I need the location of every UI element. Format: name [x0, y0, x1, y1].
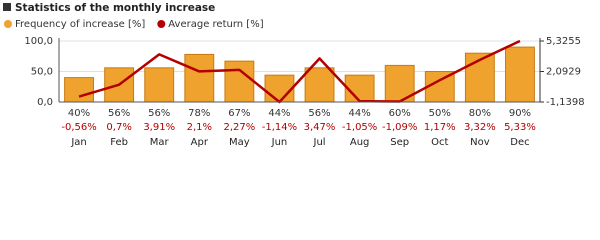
legend-marker — [4, 20, 12, 28]
line-value-label: 5,33% — [504, 122, 536, 133]
line-value-label: -1,05% — [342, 122, 377, 133]
x-tick-label: Jun — [271, 137, 288, 148]
line-value-label: 2,1% — [187, 122, 212, 133]
y2-tick-label: -1,1398 — [546, 97, 585, 108]
y2-tick-label: 5,3255 — [546, 36, 581, 47]
y-tick-label: 0,0 — [37, 97, 53, 108]
bar — [64, 77, 94, 103]
legend-label: Frequency of increase [%] — [15, 19, 145, 30]
chart: Statistics of the monthly increase Frequ… — [3, 2, 585, 148]
bar-value-label: 56% — [148, 108, 170, 119]
line-value-label: 3,91% — [143, 122, 175, 133]
line-value-label: 0,7% — [106, 122, 131, 133]
line-value-label: -1,09% — [382, 122, 417, 133]
x-tick-label: Apr — [191, 137, 209, 148]
bar — [344, 74, 375, 103]
legend-label: Average return [%] — [168, 19, 263, 30]
y-tick-label: 100,0 — [24, 36, 53, 47]
x-tick-label: Jul — [313, 137, 326, 148]
bar-value-label: 80% — [469, 108, 491, 119]
line-value-label: -0,56% — [61, 122, 96, 133]
bar — [505, 46, 535, 103]
line-value-label: 2,27% — [223, 122, 255, 133]
x-tick-label: Nov — [470, 137, 490, 148]
bar-value-label: 56% — [108, 108, 130, 119]
x-tick-label: Oct — [431, 137, 448, 148]
x-tick-label: Dec — [510, 137, 529, 148]
bar-value-label: 44% — [268, 108, 290, 119]
bar-value-label: 56% — [308, 108, 330, 119]
legend-marker — [157, 20, 166, 28]
bar — [224, 60, 255, 103]
y2-tick-label: 2,0929 — [546, 66, 581, 77]
x-tick-label: Mar — [150, 137, 170, 148]
bar-value-label: 67% — [228, 108, 250, 119]
bar — [144, 67, 175, 103]
bar-value-label: 40% — [68, 108, 90, 119]
bar-value-label: 90% — [509, 108, 531, 119]
line-value-label: 3,47% — [304, 122, 336, 133]
bar-value-label: 78% — [188, 108, 210, 119]
bar-value-label: 44% — [349, 108, 371, 119]
y-tick-label: 50,0 — [31, 67, 53, 78]
title-marker — [3, 3, 11, 11]
bar — [184, 53, 215, 103]
bar-value-label: 50% — [429, 108, 451, 119]
x-tick-label: Feb — [110, 137, 128, 148]
line-value-label: 3,32% — [464, 122, 496, 133]
bar-value-label: 60% — [389, 108, 411, 119]
line — [78, 39, 521, 104]
bar — [304, 67, 335, 103]
line-value-label: -1,14% — [262, 122, 297, 133]
chart-title: Statistics of the monthly increase — [15, 2, 215, 14]
x-tick-label: Aug — [350, 137, 370, 148]
x-tick-label: Sep — [390, 137, 409, 148]
line-value-label: 1,17% — [424, 122, 456, 133]
bar — [264, 74, 295, 103]
x-tick-label: Jan — [70, 137, 86, 148]
x-tick-label: May — [229, 137, 250, 148]
